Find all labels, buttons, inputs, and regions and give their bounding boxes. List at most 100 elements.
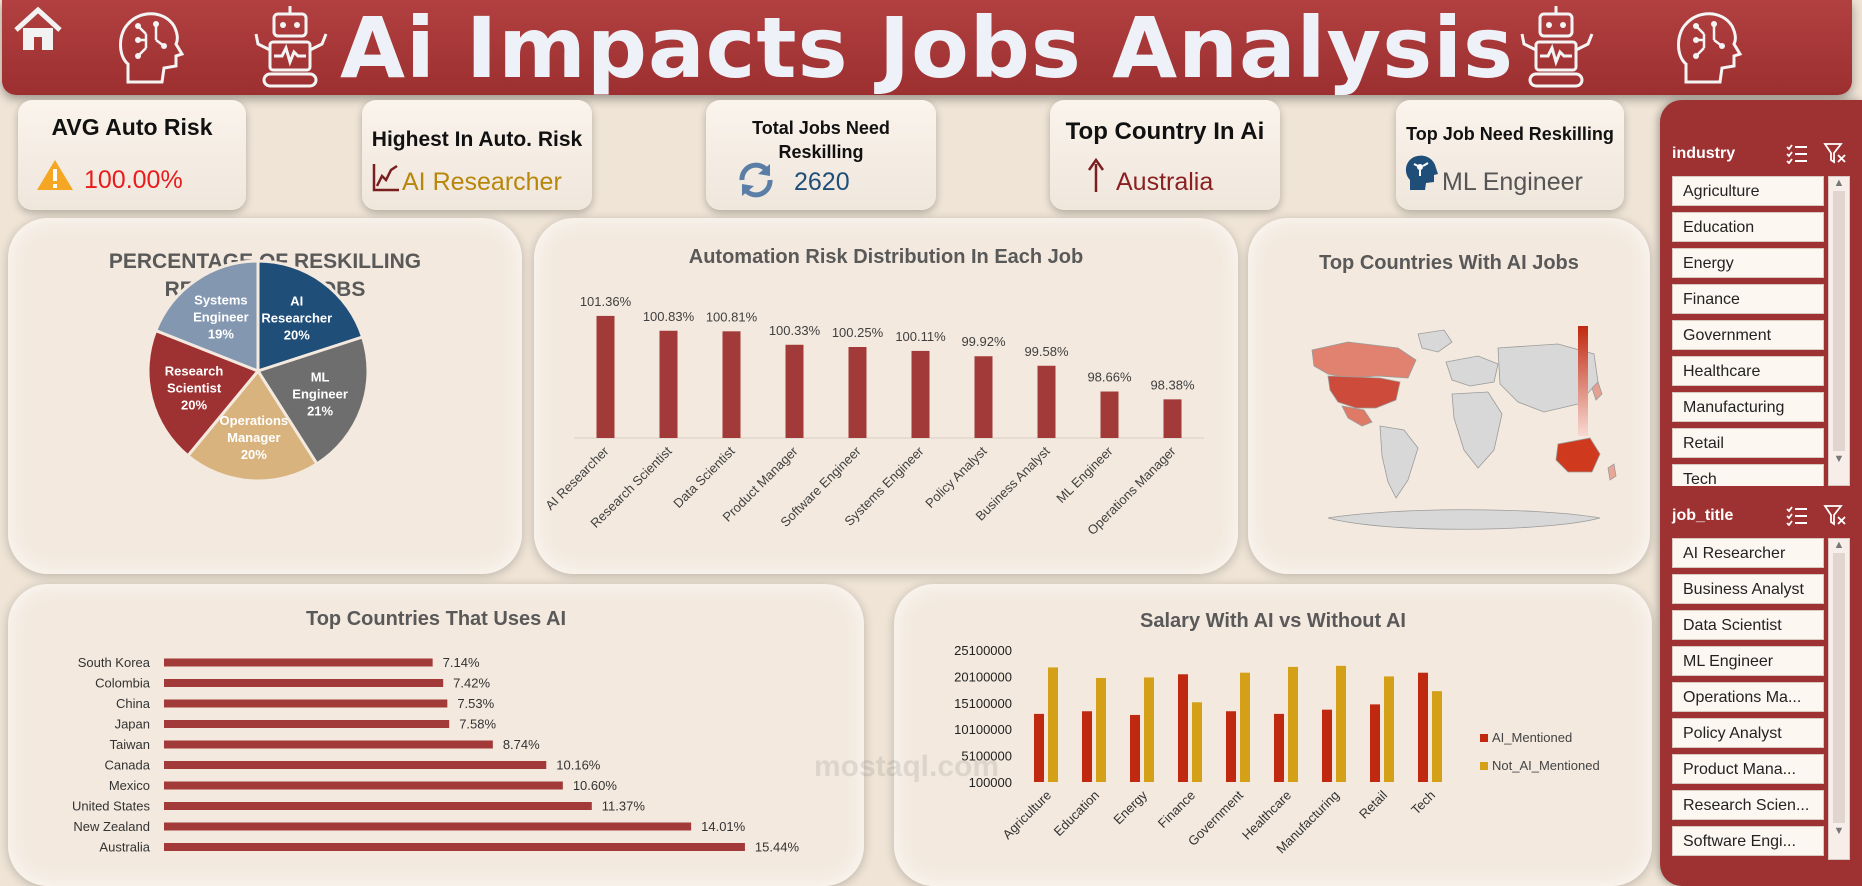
- bar-data-label: 100.83%: [643, 309, 695, 324]
- industry-slicer-item[interactable]: Government: [1672, 320, 1824, 350]
- bar[interactable]: [1144, 677, 1154, 782]
- job-title-slicer-item[interactable]: Operations Ma...: [1672, 682, 1824, 712]
- bar[interactable]: [164, 781, 563, 790]
- x-tick-label: Tech: [1408, 788, 1438, 818]
- y-tick-label: Mexico: [109, 778, 150, 793]
- bar[interactable]: [164, 658, 433, 667]
- map-region-south-america: [1379, 425, 1419, 499]
- salary-bar-chart: 25100000 20100000 15100000 10100000 5100000 1…: [954, 643, 1600, 856]
- pie-data-label: Systems Engineer 19%: [193, 292, 249, 341]
- x-tick-label: Education: [1051, 788, 1102, 839]
- industry-slicer-item[interactable]: Agriculture: [1672, 176, 1824, 206]
- bar[interactable]: [1418, 672, 1428, 782]
- bar[interactable]: [1130, 714, 1140, 782]
- bar[interactable]: [1322, 709, 1332, 782]
- industry-slicer-item[interactable]: Education: [1672, 212, 1824, 242]
- kpi-title: AVG Auto Risk: [51, 114, 213, 140]
- job-title-scrollbar[interactable]: ▲ ▼: [1828, 538, 1850, 860]
- bar[interactable]: [1163, 399, 1182, 438]
- bar[interactable]: [1226, 711, 1236, 782]
- scroll-up-icon[interactable]: ▲: [1833, 539, 1845, 551]
- bar[interactable]: [164, 699, 448, 708]
- bar[interactable]: [848, 347, 867, 438]
- job-title-slicer-item[interactable]: Business Analyst: [1672, 574, 1824, 604]
- bar[interactable]: [1370, 704, 1380, 782]
- job-title-slicer-list: AI Researcher Business Analyst Data Scient…: [1672, 538, 1824, 862]
- bar[interactable]: [164, 761, 547, 769]
- bar[interactable]: [1096, 677, 1106, 782]
- job-title-slicer-item[interactable]: Data Scientist: [1672, 610, 1824, 640]
- pie-chart: AI Researcher 20% ML Engineer 21%Operations Ma…: [146, 259, 370, 483]
- bar[interactable]: [1432, 691, 1442, 782]
- industry-scrollbar[interactable]: ▲ ▼: [1828, 176, 1850, 486]
- industry-slicer-item[interactable]: Healthcare: [1672, 356, 1824, 386]
- bar[interactable]: [1178, 674, 1188, 782]
- bar-data-label: 100.11%: [895, 329, 946, 344]
- multi-select-icon[interactable]: [1785, 504, 1809, 527]
- pie-slice[interactable]: [146, 328, 261, 458]
- kpi-top-country: Top Country In Ai Australia: [1050, 100, 1280, 210]
- multi-select-icon[interactable]: [1785, 142, 1809, 165]
- bar[interactable]: [1336, 665, 1346, 782]
- kpi-value: 100.00%: [84, 166, 183, 194]
- clear-filter-icon[interactable]: [1823, 504, 1847, 526]
- bar[interactable]: [164, 802, 592, 810]
- pie-data-label: ML Engineer 21%: [292, 369, 348, 418]
- bar[interactable]: [911, 350, 930, 438]
- pie-slice[interactable]: [256, 259, 365, 374]
- bar-data-label: 7.58%: [459, 717, 496, 732]
- bar[interactable]: [1034, 713, 1044, 782]
- bar[interactable]: [1274, 713, 1284, 782]
- home-icon[interactable]: [12, 4, 64, 54]
- bar[interactable]: [1037, 365, 1056, 438]
- bar[interactable]: [1192, 702, 1202, 782]
- scroll-down-icon[interactable]: ▼: [1833, 825, 1845, 837]
- map-country-greenland: [1417, 329, 1453, 353]
- scroll-down-icon[interactable]: ▼: [1833, 453, 1845, 465]
- scroll-up-icon[interactable]: ▲: [1833, 177, 1845, 189]
- chart-title: Top Countries With AI Jobs: [1319, 252, 1579, 274]
- job-title-slicer-item[interactable]: ML Engineer: [1672, 646, 1824, 676]
- y-tick-label: 20100000: [954, 669, 1012, 684]
- bar-data-label: 7.53%: [457, 696, 494, 711]
- header-banner: Ai Impacts Jobs Analysis: [2, 0, 1852, 96]
- bar[interactable]: [1288, 666, 1298, 782]
- bar[interactable]: [164, 843, 745, 851]
- bar[interactable]: [1100, 391, 1119, 438]
- bar[interactable]: [1082, 711, 1092, 782]
- bar[interactable]: [164, 740, 493, 749]
- y-tick-label: South Korea: [78, 655, 151, 670]
- robot-icon: [254, 6, 328, 88]
- scroll-thumb[interactable]: [1833, 191, 1845, 451]
- bar[interactable]: [1384, 676, 1394, 782]
- reskilling-pie-panel: PERCENTAGE OF RESKILLING REQUIRED IN JOB…: [8, 218, 522, 574]
- industry-slicer-item[interactable]: Energy: [1672, 248, 1824, 278]
- job-title-slicer-item[interactable]: Research Scien...: [1672, 790, 1824, 820]
- x-tick-label: Agriculture: [1000, 788, 1055, 843]
- job-title-slicer-item[interactable]: Product Mana...: [1672, 754, 1824, 784]
- bar[interactable]: [785, 344, 804, 438]
- pie-slice[interactable]: [185, 368, 320, 483]
- kpi-value: Australia: [1116, 168, 1214, 196]
- scroll-thumb[interactable]: [1833, 553, 1845, 823]
- map-legend-scale: [1578, 326, 1588, 436]
- clear-filter-icon[interactable]: [1823, 142, 1847, 164]
- bar[interactable]: [974, 356, 993, 438]
- bar[interactable]: [164, 822, 692, 831]
- bar[interactable]: [164, 720, 450, 728]
- industry-slicer-item[interactable]: Manufacturing: [1672, 392, 1824, 422]
- industry-slicer-item[interactable]: Tech: [1672, 464, 1824, 486]
- pie-slice[interactable]: [153, 259, 260, 374]
- bar[interactable]: [1048, 667, 1058, 782]
- bar[interactable]: [722, 331, 741, 438]
- bar[interactable]: [1240, 672, 1250, 782]
- bar[interactable]: [164, 679, 444, 687]
- bar[interactable]: [596, 315, 615, 438]
- industry-slicer-item[interactable]: Finance: [1672, 284, 1824, 314]
- job-title-slicer-item[interactable]: Policy Analyst: [1672, 718, 1824, 748]
- bar[interactable]: [659, 330, 678, 438]
- job-title-slicer-item[interactable]: Software Engi...: [1672, 826, 1824, 856]
- job-title-slicer-item[interactable]: AI Researcher: [1672, 538, 1824, 568]
- pie-slice[interactable]: [255, 335, 370, 466]
- industry-slicer-item[interactable]: Retail: [1672, 428, 1824, 458]
